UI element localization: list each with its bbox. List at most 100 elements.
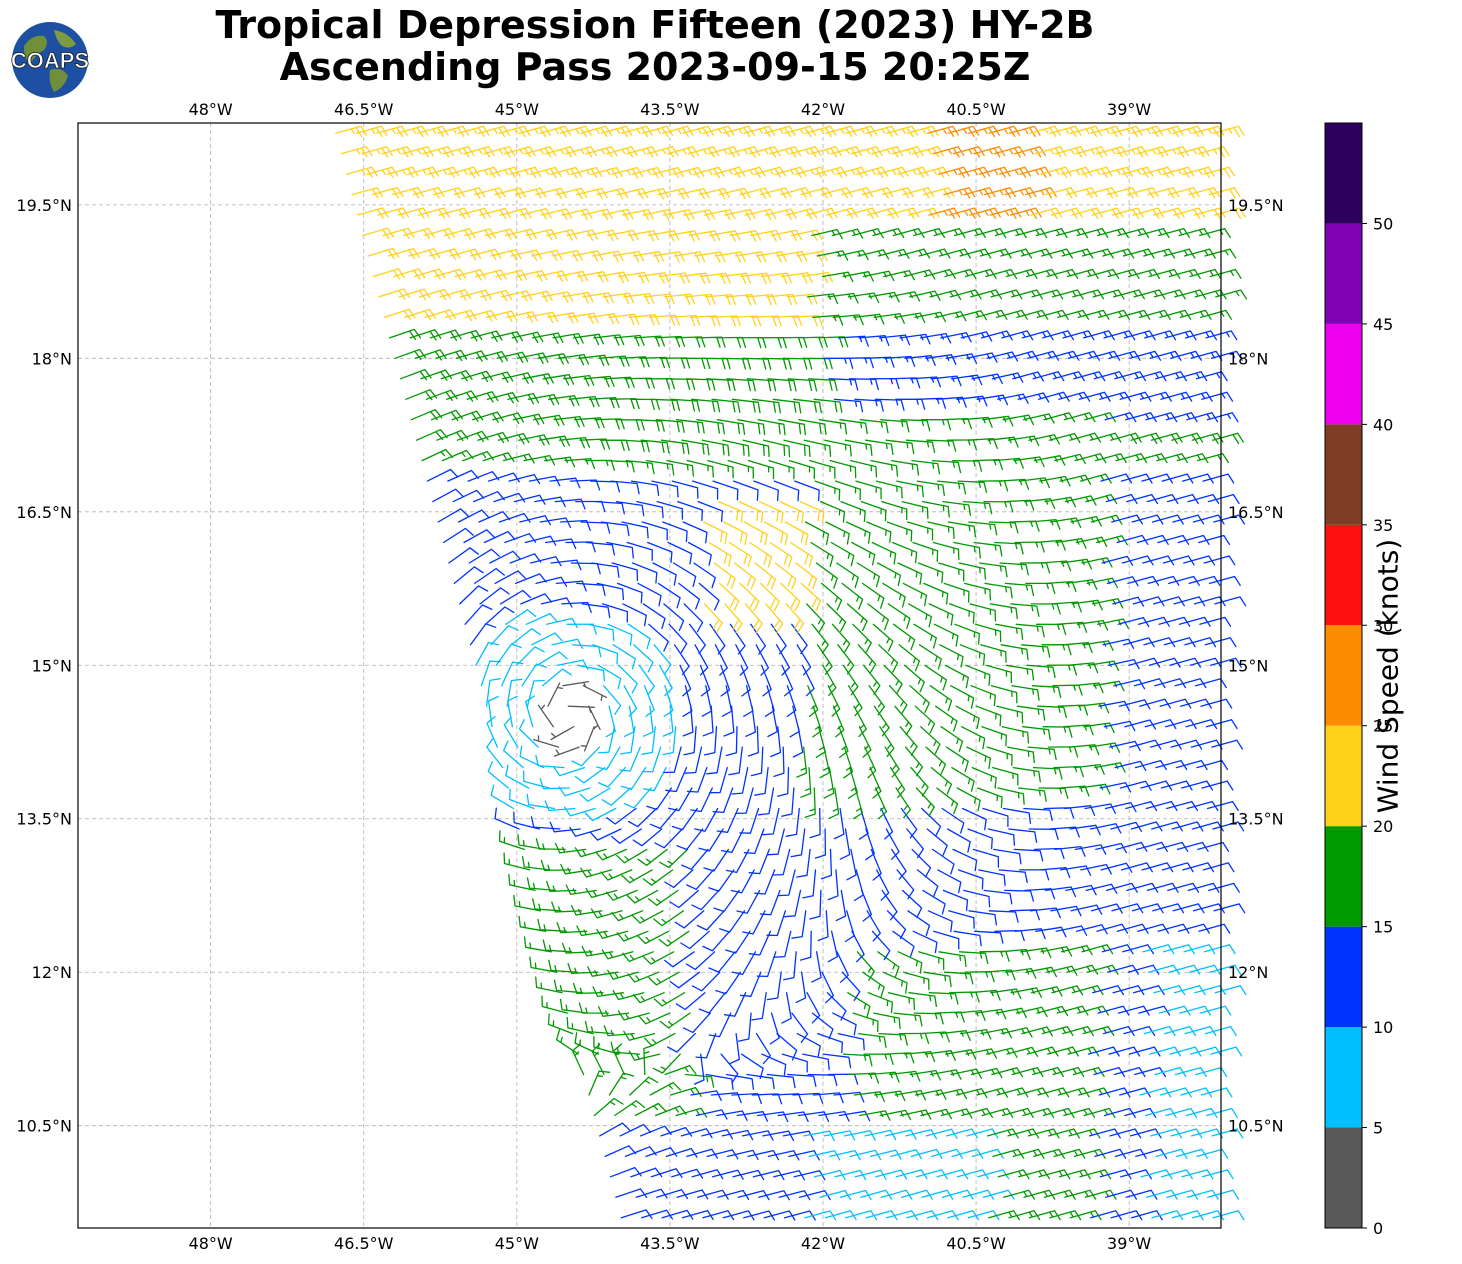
wind-barb <box>535 976 563 994</box>
wind-barb <box>1173 985 1206 996</box>
lon-tick-label-bottom: 40.5°W <box>946 1234 1006 1253</box>
wind-barb <box>556 659 589 670</box>
wind-barb <box>953 930 982 947</box>
wind-barb <box>951 1148 984 1159</box>
wind-barb <box>550 559 582 571</box>
wind-barb <box>570 562 601 575</box>
wind-barb <box>965 664 991 686</box>
wind-barb <box>616 848 648 864</box>
wind-barb <box>764 685 775 717</box>
wind-barb <box>1117 227 1150 239</box>
wind-barb <box>567 312 599 325</box>
wind-barb <box>563 806 596 817</box>
wind-barb <box>1092 985 1125 996</box>
wind-barb <box>853 1091 885 1103</box>
wind-barb <box>1007 746 1035 764</box>
wind-barb <box>761 357 792 370</box>
wind-barb <box>1022 726 1051 741</box>
wind-barb <box>908 603 933 628</box>
wind-barb <box>456 430 489 443</box>
wind-barb <box>543 456 576 468</box>
wind-barb <box>453 566 484 585</box>
wind-barb <box>744 603 763 634</box>
wind-barb <box>907 910 931 937</box>
wind-barb <box>468 548 500 564</box>
wind-barb <box>508 473 541 485</box>
wind-barb <box>837 1032 865 1051</box>
wind-barb <box>921 500 950 518</box>
wind-barb <box>612 250 645 263</box>
wind-barb <box>1166 1189 1199 1200</box>
wind-barb <box>897 562 923 585</box>
wind-barb <box>945 353 978 364</box>
wind-barb <box>581 945 614 957</box>
wind-barb <box>865 828 875 861</box>
wind-barb <box>557 353 590 366</box>
wind-barb <box>1068 1128 1101 1139</box>
wind-barb <box>862 971 885 998</box>
wind-barb <box>1159 309 1192 320</box>
wind-barb <box>582 685 608 701</box>
wind-barb <box>393 268 426 280</box>
wind-barb <box>1128 1046 1161 1057</box>
wind-barb <box>630 1167 663 1178</box>
wind-barb <box>537 704 554 728</box>
wind-barb <box>664 951 695 968</box>
wind-barb <box>843 746 854 779</box>
wind-barb <box>623 705 635 738</box>
wind-barb <box>880 419 910 433</box>
wind-barb <box>637 582 662 607</box>
wind-barb <box>597 271 629 284</box>
wind-barb <box>521 663 548 687</box>
wind-barb <box>1132 985 1165 996</box>
wind-barb <box>895 1169 928 1180</box>
wind-barb <box>697 500 724 523</box>
wind-barb <box>592 250 624 263</box>
wind-barb <box>755 251 787 263</box>
wind-barb <box>1153 596 1185 607</box>
wind-barb <box>686 459 714 478</box>
wind-barb <box>1008 1210 1041 1221</box>
wind-barb <box>918 644 942 670</box>
wind-barb <box>622 951 654 963</box>
lat-tick-label-right: 16.5°N <box>1228 503 1284 522</box>
wind-barb <box>835 889 847 922</box>
wind-barb <box>1186 412 1219 423</box>
wind-barb <box>979 248 1012 259</box>
wind-barb <box>678 582 701 610</box>
wind-barb <box>959 248 992 259</box>
wind-barb <box>954 227 986 239</box>
wind-barb <box>1053 1148 1086 1159</box>
wind-barb <box>738 500 764 524</box>
wind-barb <box>1048 1128 1081 1139</box>
wind-barb <box>902 971 930 991</box>
wind-barb <box>751 1093 783 1105</box>
wind-barb <box>1160 1169 1193 1180</box>
wind-barb <box>773 480 800 502</box>
wind-barb <box>663 685 674 718</box>
wind-barb <box>641 1209 674 1220</box>
wind-barb <box>895 398 926 410</box>
wind-barb <box>551 638 584 649</box>
wind-barb <box>883 664 903 694</box>
wind-barb <box>997 1169 1030 1180</box>
wind-barb <box>1180 1087 1213 1098</box>
wind-barb <box>981 726 1008 747</box>
colorbar-bin <box>1325 524 1362 626</box>
wind-barb <box>854 398 884 412</box>
wind-barb <box>459 585 489 605</box>
wind-barb <box>628 1050 661 1061</box>
wind-barb <box>897 951 923 974</box>
wind-barb <box>766 1073 796 1089</box>
wind-barb <box>968 910 998 926</box>
wind-barb <box>1047 746 1079 758</box>
wind-barb <box>1028 1210 1061 1221</box>
wind-barb <box>1020 248 1053 259</box>
wind-barb <box>1147 964 1180 975</box>
wind-barb <box>885 1210 918 1221</box>
wind-barb <box>638 272 670 284</box>
wind-barb <box>745 705 757 737</box>
wind-barb <box>526 793 556 810</box>
wind-barb <box>796 644 812 676</box>
wind-barb <box>723 705 735 737</box>
